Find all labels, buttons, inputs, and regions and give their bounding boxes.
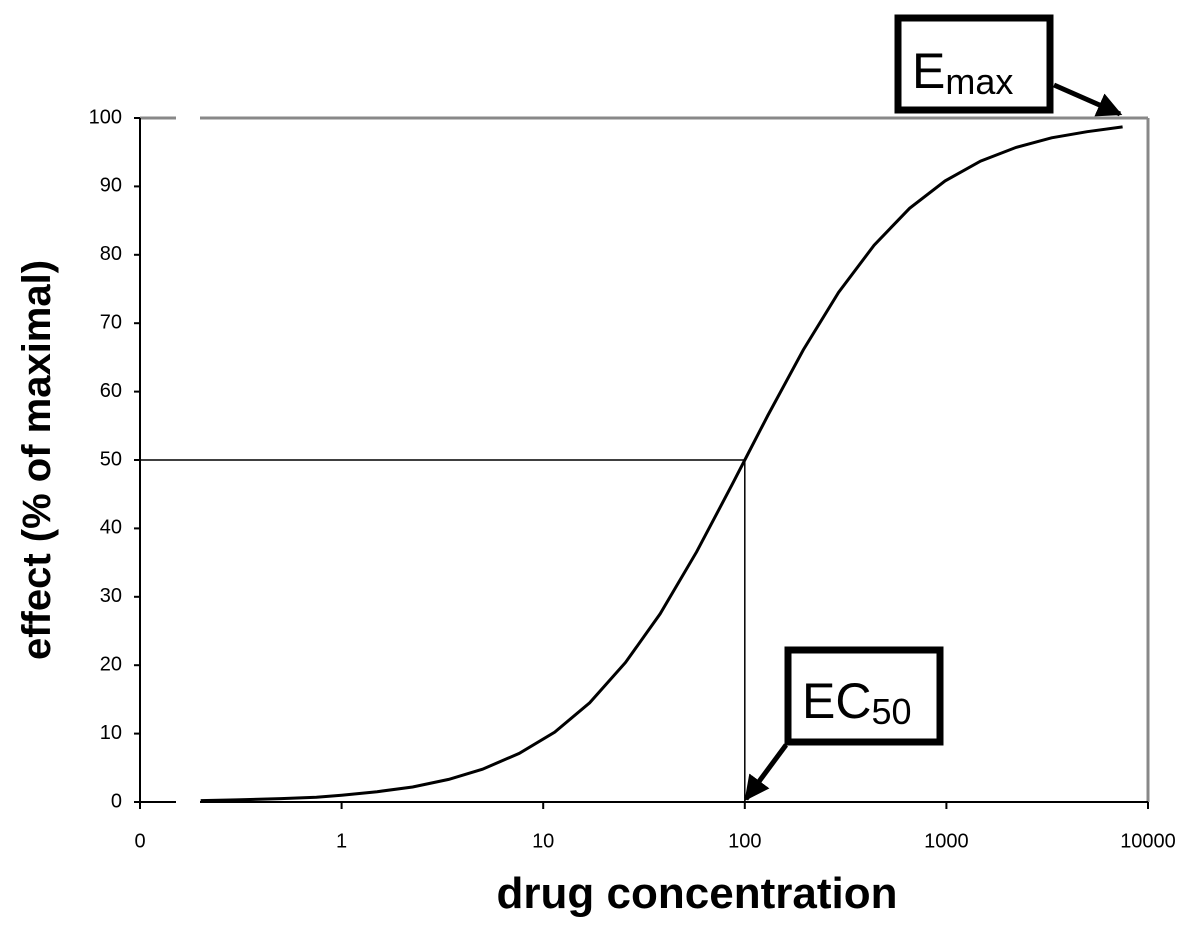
y-tick-label: 50 (100, 448, 122, 470)
y-tick-label: 100 (89, 106, 122, 128)
x-tick-label: 1000 (924, 830, 969, 852)
x-tick-label: 0 (134, 830, 145, 852)
y-tick-label: 20 (100, 653, 122, 675)
x-axis-label: drug concentration (497, 869, 898, 918)
annotation-box (894, 14, 1054, 114)
y-axis-label: effect (% of maximal) (15, 260, 59, 660)
y-tick-label: 80 (100, 243, 122, 265)
annotation-arrow (743, 743, 789, 802)
x-tick-label: 10000 (1120, 830, 1176, 852)
y-tick-label: 70 (100, 311, 122, 333)
annotation-box (784, 646, 944, 746)
annotation-text: EC (802, 673, 871, 729)
annotation: Emax (912, 43, 1013, 102)
annotation-arrow (1052, 82, 1123, 117)
annotations: Emax EC50 (743, 14, 1123, 802)
x-tick-label: 1 (336, 830, 347, 852)
y-tick-label: 90 (100, 175, 122, 197)
y-tick-label: 30 (100, 585, 122, 607)
y-tick-label: 40 (100, 517, 122, 539)
y-tick-label: 10 (100, 722, 122, 744)
y-tick-label: 60 (100, 380, 122, 402)
annotation: EC50 (802, 673, 912, 732)
annotation-sub: 50 (871, 691, 911, 732)
x-tick-label: 10 (532, 830, 554, 852)
annotation-sub: max (945, 61, 1013, 102)
x-tick-label: 100 (728, 830, 761, 852)
annotation-text: E (912, 43, 945, 99)
y-tick-label: 0 (111, 790, 122, 812)
curve (200, 125, 1123, 803)
